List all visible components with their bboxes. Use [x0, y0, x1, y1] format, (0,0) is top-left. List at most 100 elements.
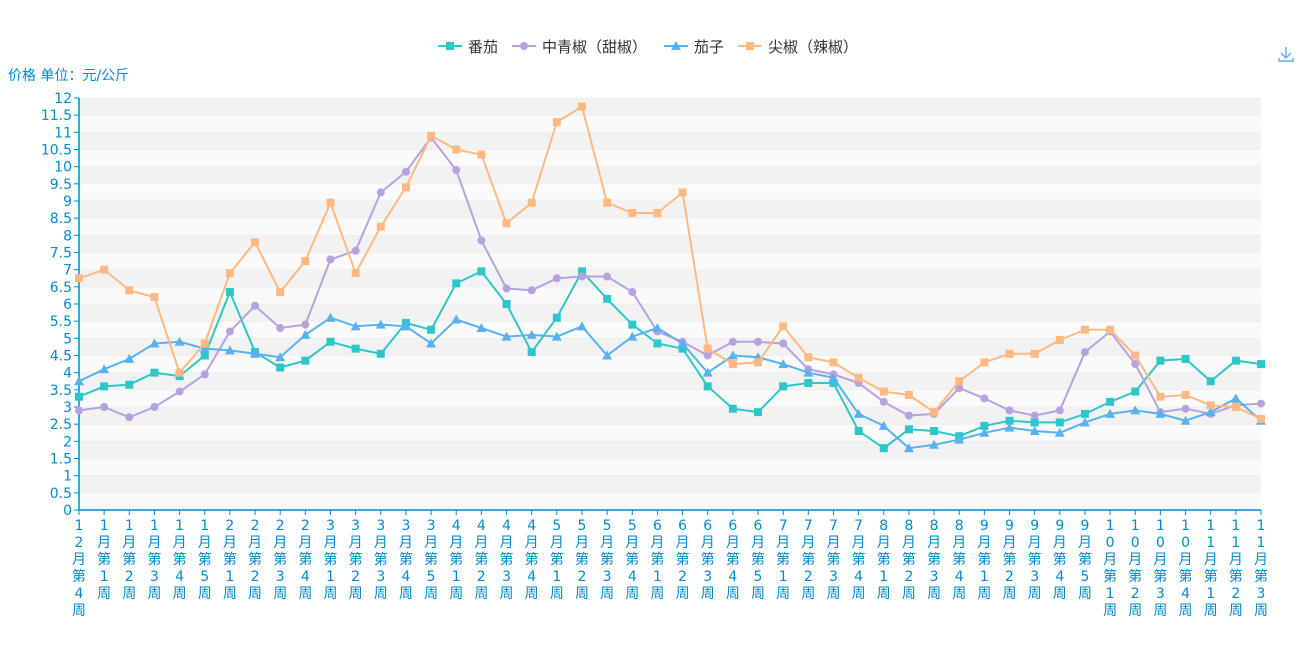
data-point[interactable]: [1156, 356, 1165, 365]
data-point[interactable]: [754, 358, 763, 367]
data-point[interactable]: [452, 166, 461, 175]
data-point[interactable]: [854, 373, 863, 382]
legend[interactable]: 番茄 中青椒（甜椒） 茄子 尖椒（辣椒）: [438, 38, 858, 56]
data-point[interactable]: [955, 384, 964, 393]
legend-item-1[interactable]: 中青椒（甜椒）: [512, 38, 647, 56]
data-point[interactable]: [301, 356, 310, 365]
data-point[interactable]: [1005, 416, 1014, 425]
data-point[interactable]: [351, 246, 360, 255]
data-point[interactable]: [1206, 377, 1215, 386]
data-point[interactable]: [200, 370, 209, 379]
data-point[interactable]: [1080, 325, 1089, 334]
data-point[interactable]: [527, 286, 536, 295]
data-point[interactable]: [703, 344, 712, 353]
data-point[interactable]: [199, 343, 210, 353]
data-point[interactable]: [603, 294, 612, 303]
data-point[interactable]: [552, 118, 561, 127]
data-point[interactable]: [225, 327, 234, 336]
data-point[interactable]: [929, 439, 940, 449]
data-point[interactable]: [224, 345, 235, 355]
data-point[interactable]: [804, 353, 813, 362]
data-point[interactable]: [75, 406, 83, 415]
data-point[interactable]: [75, 392, 83, 401]
data-point[interactable]: [100, 265, 109, 274]
data-point[interactable]: [754, 337, 763, 346]
data-point[interactable]: [828, 372, 839, 382]
data-point[interactable]: [99, 364, 110, 374]
data-point[interactable]: [653, 339, 662, 348]
data-point[interactable]: [1181, 354, 1190, 363]
data-point[interactable]: [375, 319, 386, 329]
data-point[interactable]: [1257, 360, 1265, 369]
data-point[interactable]: [74, 376, 84, 386]
data-point[interactable]: [628, 209, 637, 218]
data-point[interactable]: [552, 274, 561, 283]
data-point[interactable]: [174, 336, 185, 346]
data-point[interactable]: [930, 408, 939, 417]
data-point[interactable]: [576, 321, 587, 331]
legend-marker[interactable]: [671, 41, 681, 50]
data-point[interactable]: [879, 444, 888, 453]
data-point[interactable]: [225, 269, 234, 278]
data-point[interactable]: [1030, 411, 1039, 420]
data-point[interactable]: [954, 434, 965, 444]
data-point[interactable]: [980, 421, 989, 430]
data-point[interactable]: [427, 131, 436, 140]
data-point[interactable]: [301, 257, 310, 266]
data-point[interactable]: [1230, 393, 1241, 403]
data-point[interactable]: [702, 367, 713, 377]
data-point[interactable]: [903, 443, 914, 453]
data-point[interactable]: [125, 380, 134, 389]
data-point[interactable]: [351, 344, 360, 353]
data-point[interactable]: [276, 287, 285, 296]
data-point[interactable]: [1005, 406, 1014, 415]
data-point[interactable]: [904, 390, 913, 399]
data-point[interactable]: [426, 338, 437, 348]
data-point[interactable]: [778, 359, 789, 369]
data-point[interactable]: [551, 331, 562, 341]
data-point[interactable]: [451, 314, 462, 324]
data-point[interactable]: [1055, 406, 1064, 415]
data-point[interactable]: [1106, 325, 1115, 334]
data-point[interactable]: [301, 320, 310, 329]
data-point[interactable]: [980, 394, 989, 403]
data-point[interactable]: [150, 403, 159, 411]
data-point[interactable]: [527, 348, 536, 357]
data-point[interactable]: [502, 300, 511, 308]
data-point[interactable]: [75, 274, 83, 283]
data-point[interactable]: [1030, 418, 1039, 427]
data-point[interactable]: [1257, 399, 1265, 408]
data-point[interactable]: [653, 209, 662, 218]
legend-item-2[interactable]: 茄子: [664, 38, 724, 56]
data-point[interactable]: [376, 222, 385, 231]
data-point[interactable]: [703, 382, 712, 391]
data-point[interactable]: [476, 323, 487, 333]
data-point[interactable]: [376, 188, 385, 197]
data-point[interactable]: [376, 349, 385, 358]
data-point[interactable]: [526, 329, 537, 339]
data-point[interactable]: [754, 408, 763, 417]
data-point[interactable]: [200, 351, 209, 360]
data-point[interactable]: [1080, 409, 1089, 418]
data-point[interactable]: [627, 331, 638, 341]
data-point[interactable]: [427, 325, 436, 334]
data-point[interactable]: [703, 351, 712, 360]
data-point[interactable]: [677, 338, 688, 348]
data-point[interactable]: [577, 272, 586, 281]
data-point[interactable]: [1131, 360, 1140, 369]
data-point[interactable]: [350, 321, 361, 331]
data-point[interactable]: [1055, 336, 1064, 345]
data-point[interactable]: [502, 219, 511, 228]
data-point[interactable]: [250, 348, 261, 358]
data-point[interactable]: [628, 320, 637, 329]
data-point[interactable]: [853, 408, 864, 418]
data-point[interactable]: [1181, 404, 1190, 413]
data-point[interactable]: [1079, 417, 1090, 427]
data-point[interactable]: [477, 267, 486, 276]
data-point[interactable]: [275, 352, 286, 362]
data-point[interactable]: [955, 377, 964, 386]
data-point[interactable]: [1206, 401, 1215, 410]
data-point[interactable]: [276, 363, 285, 372]
data-point[interactable]: [200, 339, 209, 348]
data-point[interactable]: [603, 272, 612, 281]
